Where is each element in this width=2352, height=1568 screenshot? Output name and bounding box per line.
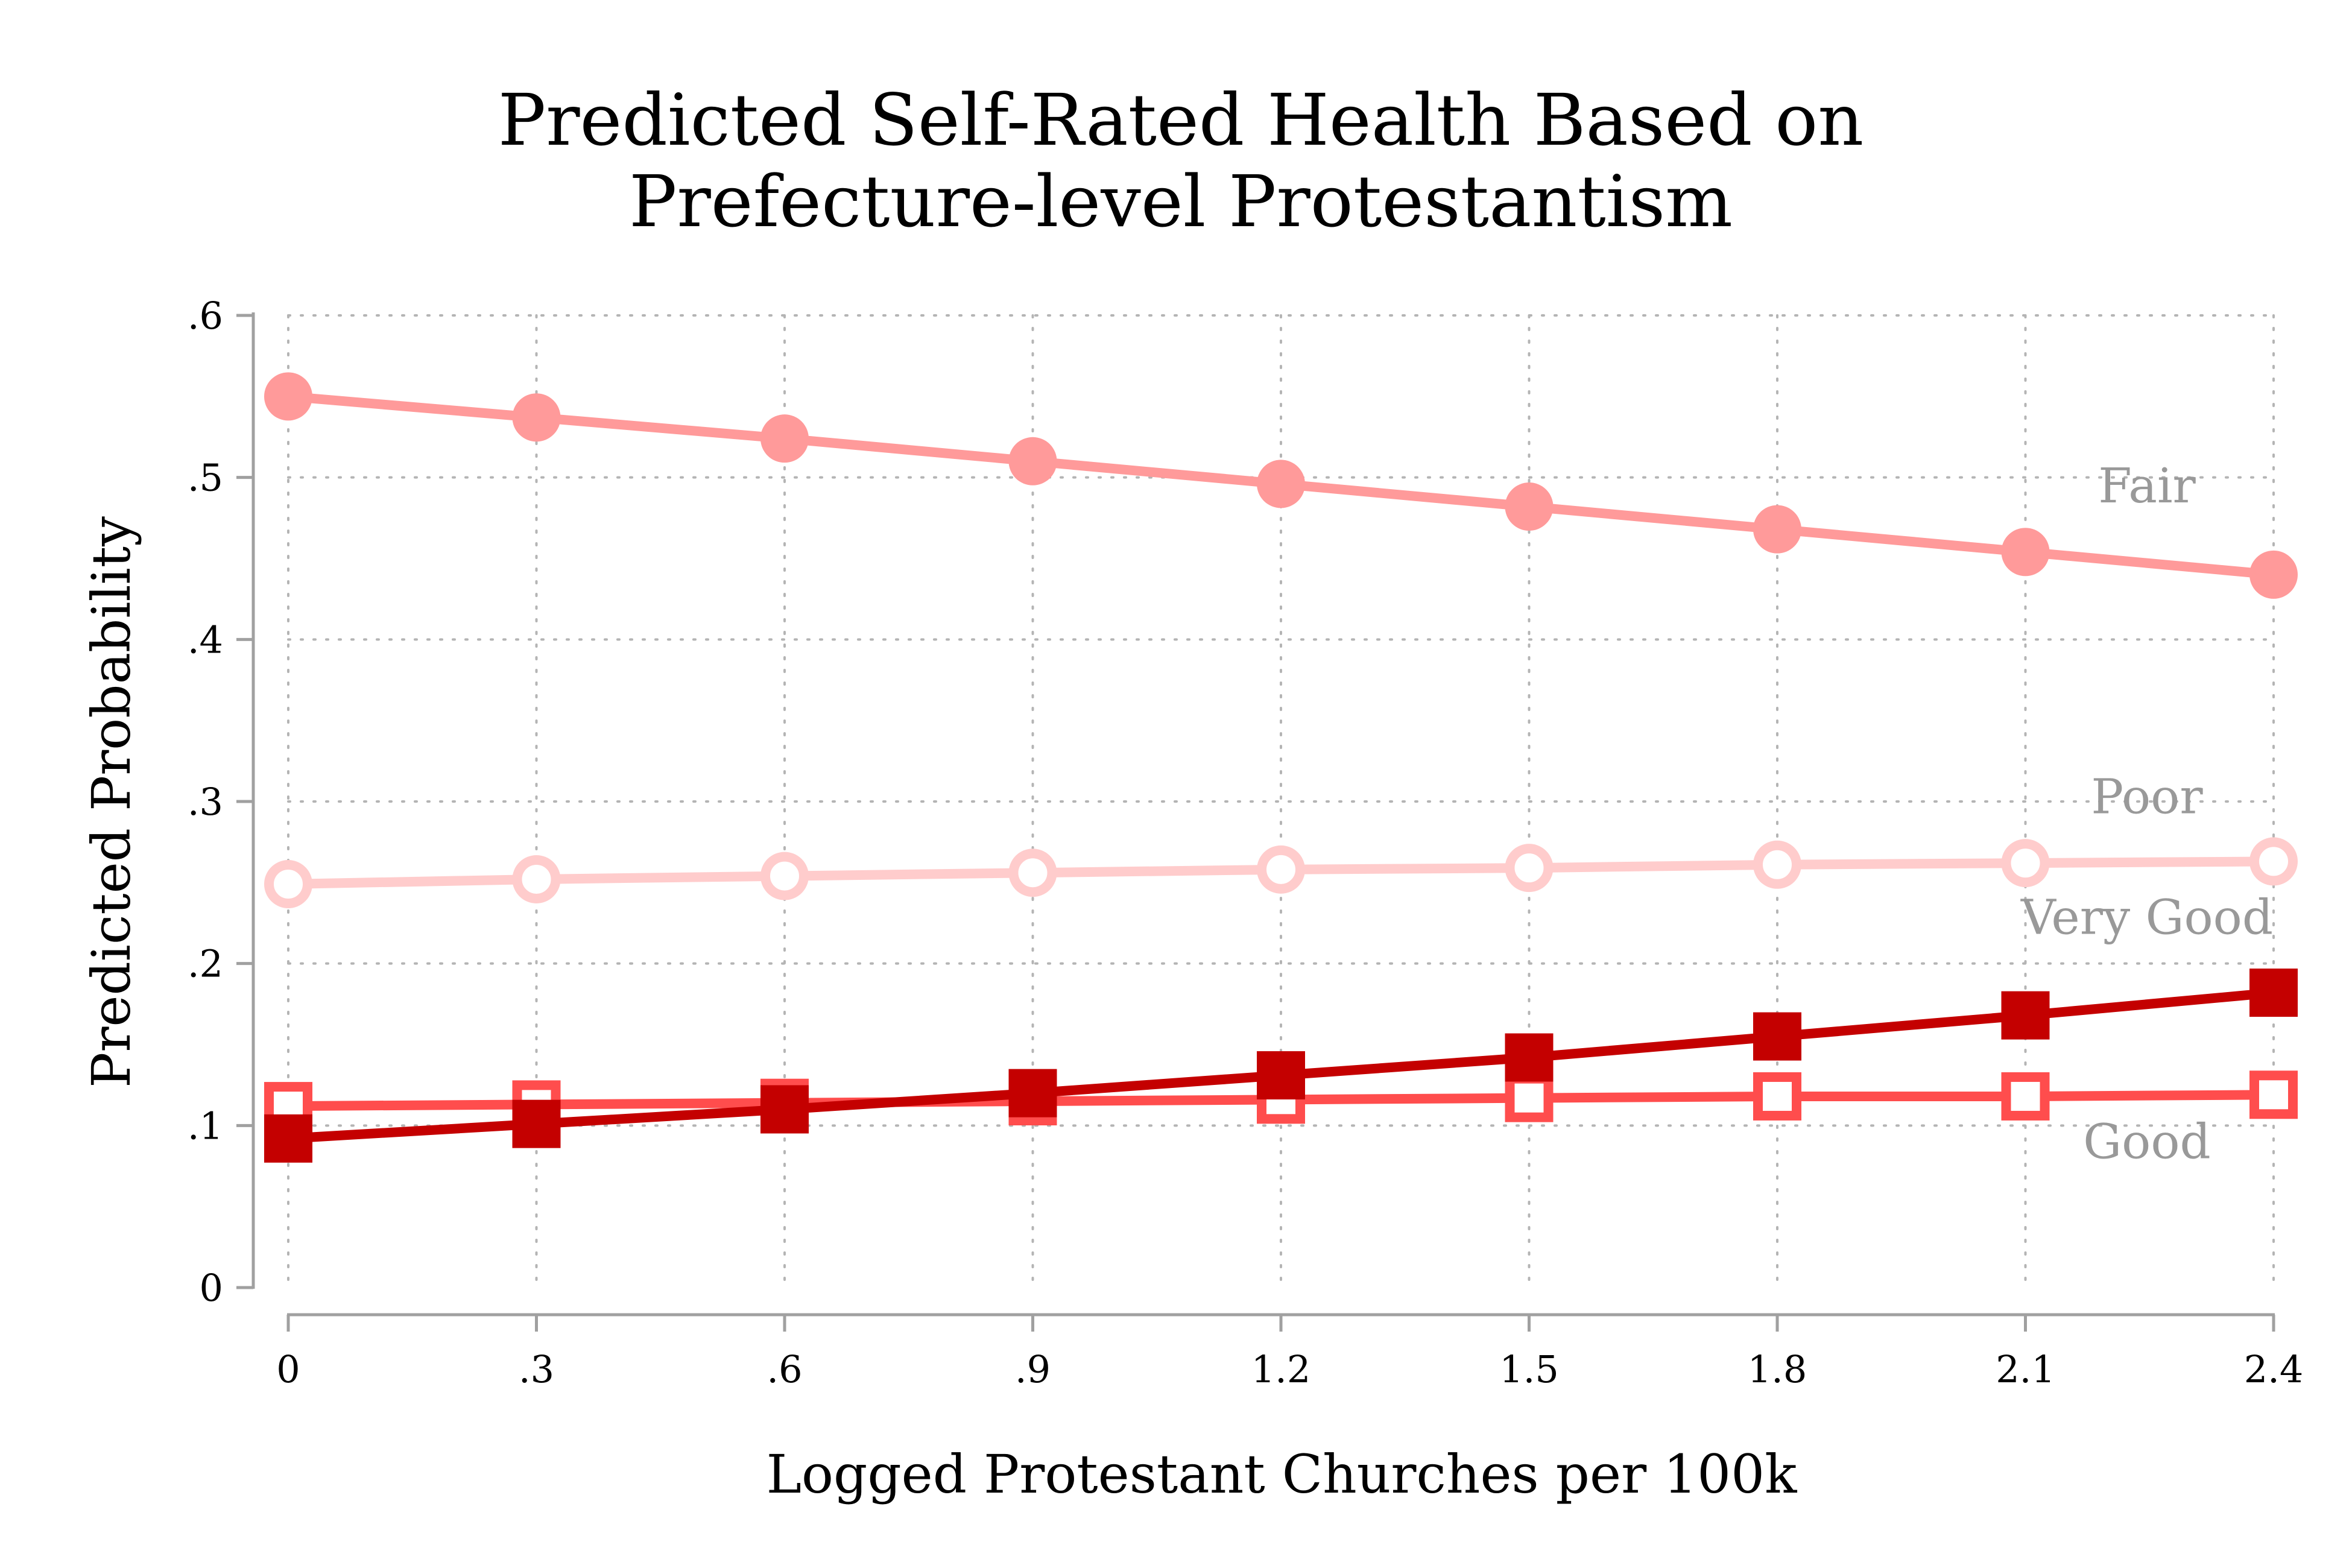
marker-fair-8 [2249,550,2298,599]
marker-very-good-2 [760,1085,809,1134]
marker-fair-2 [760,414,809,463]
y-axis-title: Predicted Probability [80,516,142,1088]
marker-poor-7 [2001,839,2050,888]
marker-poor-0 [264,860,312,909]
x-tick-label-0: 0 [276,1347,300,1391]
axes: 0 .1 .2 .3 .4 .5 .6 0 .3 .6 .9 1.2 1.5 1.8 2.1 2.4 [188,294,2303,1391]
marker-very-good-1 [512,1099,561,1148]
y-tick-label-2: .2 [188,942,223,986]
x-tick-label-2: .6 [767,1347,802,1391]
x-tick-label-1: .3 [519,1347,554,1391]
y-tick-label-3: .3 [188,780,223,824]
marker-poor-4 [1257,845,1305,894]
marker-poor-2 [760,852,809,900]
x-tick-label-8: 2.4 [2244,1347,2304,1391]
marker-very-good-6 [1753,1012,1801,1061]
marker-poor-6 [1753,840,1801,889]
series-label-poor: Poor [2091,768,2203,824]
marker-good-6 [1753,1072,1801,1121]
series-label-good: Good [2083,1113,2210,1169]
marker-poor-8 [2249,837,2298,886]
series [264,372,2298,1163]
y-tick-label-0: 0 [200,1266,223,1310]
marker-fair-7 [2001,528,2050,577]
x-axis-title: Logged Protestant Churches per 100k [767,1443,1798,1505]
marker-very-good-0 [264,1114,312,1163]
x-tick-label-6: 1.8 [1748,1347,1807,1391]
x-tick-label-5: 1.5 [1499,1347,1559,1391]
marker-poor-5 [1505,844,1554,893]
marker-good-8 [2249,1070,2298,1119]
chart-title: Predicted Self-Rated Health Based on [498,78,1864,162]
x-tick-label-3: .9 [1015,1347,1051,1391]
marker-poor-1 [512,855,561,903]
marker-fair-1 [512,393,561,442]
marker-good-7 [2001,1072,2050,1121]
chart-subtitle: Prefecture-level Protestantism [629,160,1733,243]
marker-very-good-8 [2249,969,2298,1017]
marker-fair-4 [1257,460,1305,508]
marker-good-5 [1505,1073,1554,1122]
y-tick-label-1: .1 [188,1104,223,1148]
series-label-fair: Fair [2098,458,2196,514]
series-label-very-good: Very Good [2020,889,2273,945]
marker-poor-3 [1008,849,1057,897]
marker-very-good-4 [1257,1051,1305,1100]
marker-very-good-3 [1008,1069,1057,1118]
x-tick-label-7: 2.1 [1996,1347,2055,1391]
marker-fair-6 [1753,505,1801,554]
marker-very-good-5 [1505,1033,1554,1082]
y-tick-label-5: .5 [188,456,223,500]
marker-fair-5 [1505,482,1554,531]
marker-fair-0 [264,372,312,421]
x-tick-label-4: 1.2 [1251,1347,1311,1391]
series-labels: Fair Poor Very Good Good [2020,458,2273,1169]
marker-fair-3 [1008,437,1057,485]
y-tick-label-4: .4 [188,618,223,662]
y-tick-label-6: .6 [188,294,223,338]
marker-very-good-7 [2001,991,2050,1040]
